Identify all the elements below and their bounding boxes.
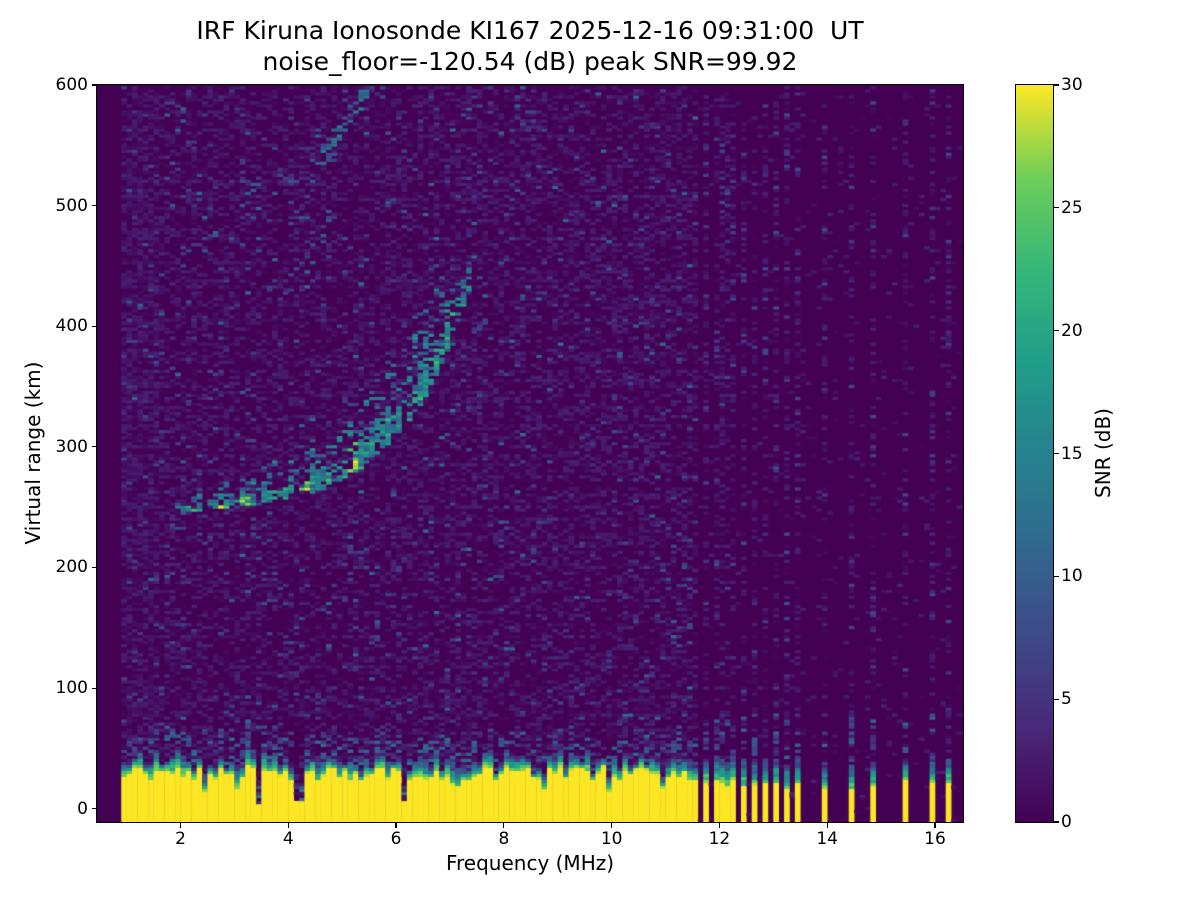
y-tick-mark bbox=[92, 566, 97, 569]
x-tick-mark bbox=[826, 823, 828, 828]
colorbar-gradient bbox=[1016, 85, 1053, 822]
x-tick-label: 8 bbox=[498, 829, 510, 849]
plot-title-block: IRF Kiruna Ionosonde KI167 2025-12-16 09… bbox=[97, 15, 963, 77]
colorbar-tick-mark bbox=[1054, 698, 1059, 700]
x-tick-label: 4 bbox=[282, 829, 294, 849]
x-tick-mark bbox=[934, 823, 936, 828]
y-tick-mark bbox=[92, 808, 97, 810]
y-tick-label: 500 bbox=[55, 195, 88, 216]
colorbar-tick-mark bbox=[1054, 452, 1059, 455]
y-tick-label: 400 bbox=[55, 316, 88, 337]
colorbar-tick-label: 5 bbox=[1061, 689, 1072, 710]
colorbar-tick-mark bbox=[1054, 84, 1059, 86]
colorbar bbox=[1015, 84, 1054, 823]
y-tick-label: 200 bbox=[55, 557, 88, 578]
x-tick-mark bbox=[287, 823, 289, 828]
x-axis-label: Frequency (MHz) bbox=[445, 851, 615, 875]
x-tick-label: 6 bbox=[390, 829, 402, 849]
x-tick-label: 14 bbox=[816, 829, 838, 849]
y-tick-mark bbox=[92, 84, 97, 86]
colorbar-tick-mark bbox=[1054, 821, 1059, 823]
colorbar-tick-label: 20 bbox=[1061, 320, 1083, 341]
x-tick-label: 10 bbox=[600, 829, 623, 849]
y-tick-label: 0 bbox=[77, 798, 88, 819]
y-tick-label: 300 bbox=[55, 436, 88, 457]
x-tick-mark bbox=[179, 823, 182, 828]
colorbar-tick-label: 25 bbox=[1061, 197, 1083, 218]
colorbar-label: SNR (dB) bbox=[1091, 408, 1115, 498]
y-tick-label: 600 bbox=[55, 75, 88, 95]
colorbar-tick-mark bbox=[1054, 330, 1059, 332]
plot-title: IRF Kiruna Ionosonde KI167 2025-12-16 09… bbox=[196, 16, 864, 45]
colorbar-tick-label: 30 bbox=[1061, 75, 1083, 95]
colorbar-tick-label: 0 bbox=[1061, 812, 1072, 832]
colorbar-tick-mark bbox=[1054, 575, 1059, 577]
y-tick-mark bbox=[92, 205, 97, 207]
x-tick-label: 16 bbox=[924, 829, 946, 849]
y-tick-label: 100 bbox=[55, 678, 88, 699]
axes-frame bbox=[96, 84, 964, 823]
colorbar-tick-label: 10 bbox=[1061, 566, 1083, 587]
y-tick-mark bbox=[92, 687, 97, 689]
x-tick-label: 2 bbox=[175, 829, 186, 849]
colorbar-tick-mark bbox=[1054, 207, 1059, 209]
y-axis-label: Virtual range (km) bbox=[21, 361, 45, 545]
x-tick-mark bbox=[503, 823, 505, 828]
x-tick-mark bbox=[395, 823, 397, 828]
ionogram-heatmap bbox=[97, 85, 963, 822]
y-tick-mark bbox=[92, 325, 97, 327]
y-tick-mark bbox=[92, 446, 97, 448]
x-tick-label: 12 bbox=[708, 829, 731, 849]
colorbar-tick-label: 15 bbox=[1061, 443, 1083, 464]
x-tick-mark bbox=[611, 823, 613, 828]
x-tick-mark bbox=[718, 823, 720, 828]
plot-subtitle: noise_floor=-120.54 (dB) peak SNR=99.92 bbox=[262, 47, 798, 76]
